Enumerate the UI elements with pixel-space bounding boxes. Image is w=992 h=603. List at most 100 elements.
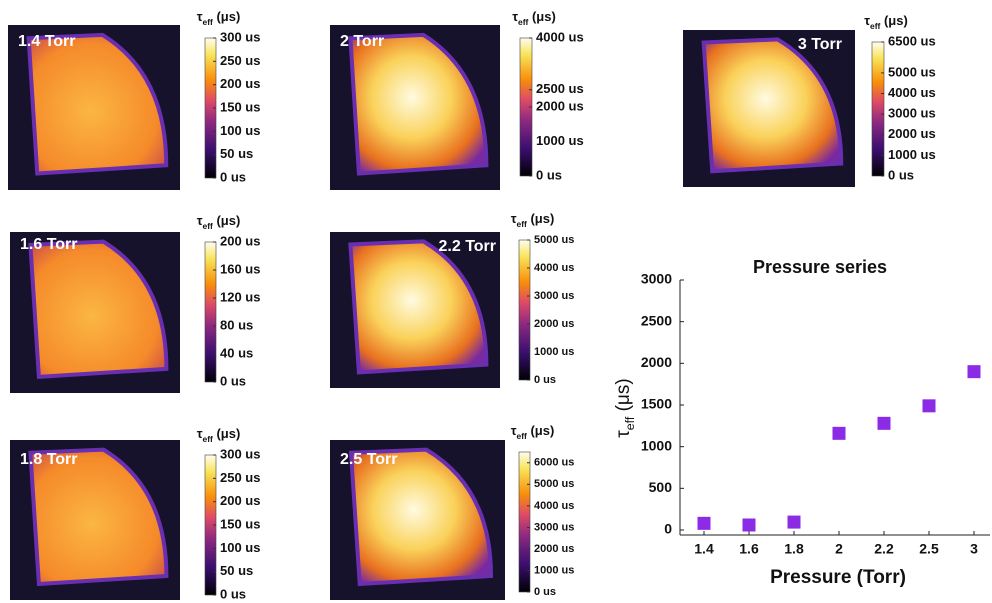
colorbar-tick-label: 150 us	[220, 516, 260, 531]
x-axis-label: Pressure (Torr)	[770, 567, 906, 588]
x-tick-label: 3	[970, 541, 978, 557]
panel-label: 1.8 Torr	[20, 451, 78, 468]
y-tick-label: 2000	[641, 354, 672, 370]
point	[832, 426, 846, 440]
symbol: τ	[511, 423, 517, 438]
colorbar-tick-label: 0 us	[888, 167, 914, 182]
colorbar-tick-label: 300 us	[220, 29, 260, 44]
colorbar-tick-label: 0 us	[534, 586, 556, 598]
colorbar-tick-label: 2000 us	[536, 98, 584, 113]
sample-image	[348, 239, 489, 375]
colorbar-tick-label: 6000 us	[534, 457, 574, 469]
sample-image	[701, 37, 844, 174]
symbol: τ	[511, 211, 517, 226]
colorbar-tick-label: 100 us	[220, 123, 260, 138]
colorbar-tick-label: 1000 us	[534, 564, 574, 576]
x-tick-label: 1.8	[784, 541, 804, 557]
colorbar-tick-label: 0 us	[220, 373, 246, 388]
subscript: eff	[870, 21, 881, 31]
tau-label: τeff (μs)	[197, 426, 241, 444]
panel-label: 2.2 Torr	[439, 238, 497, 255]
sample-image	[26, 32, 169, 176]
y-tick-label: 1000	[641, 437, 672, 453]
colorbar	[518, 239, 531, 381]
colorbar-tick-label: 2500 us	[536, 81, 584, 96]
sample-image	[348, 447, 494, 587]
colorbar-tick-label: 4000 us	[888, 85, 936, 100]
subscript: eff	[623, 416, 637, 430]
colorbar-tick-label: 200 us	[220, 233, 260, 248]
colorbar-tick-label: 3000 us	[534, 290, 574, 302]
colorbar-tick-label: 1000 us	[888, 147, 936, 162]
subscript: eff	[518, 17, 529, 27]
colorbar-tick-label: 200 us	[220, 493, 260, 508]
colorbar-tick-label: 2000 us	[888, 126, 936, 141]
colorbar-tick-label: 40 us	[220, 345, 253, 360]
symbol: τ	[613, 430, 634, 438]
colorbar-tick-label: 5000 us	[534, 234, 574, 246]
x-tick-label: 1.6	[739, 541, 759, 557]
colorbar-tick-label: 50 us	[220, 563, 253, 578]
panel-label: 3 Torr	[798, 36, 842, 53]
symbol: τ	[197, 426, 203, 441]
subscript: eff	[203, 434, 214, 444]
colorbar-tick-label: 200 us	[220, 76, 260, 91]
subscript: eff	[203, 17, 214, 27]
point	[967, 365, 981, 379]
colorbar-tick-label: 4000 us	[536, 29, 584, 44]
unit: (μs)	[530, 423, 554, 438]
colorbar-tick-label: 5000 us	[888, 64, 936, 79]
symbol: τ	[197, 213, 203, 228]
y-tick-label: 3000	[641, 271, 672, 287]
colorbar-tick-label: 120 us	[220, 289, 260, 304]
unit: (μs)	[216, 9, 240, 24]
colorbar-tick-label: 2000 us	[534, 543, 574, 555]
colorbar-tick-label: 250 us	[220, 53, 260, 68]
unit: (μs)	[530, 211, 554, 226]
tau-label: τeff (μs)	[197, 9, 241, 27]
point	[742, 518, 756, 532]
y-tick-label: 0	[664, 521, 672, 537]
symbol: τ	[864, 13, 870, 28]
panel-label: 2 Torr	[340, 33, 384, 50]
colorbar-tick-label: 1000 us	[534, 346, 574, 358]
colorbar	[204, 241, 217, 383]
unit: (μs)	[216, 213, 240, 228]
tau-label: τeff (μs)	[197, 213, 241, 231]
point	[697, 516, 711, 530]
x-tick-label: 2.2	[874, 541, 894, 557]
tau-label: τeff (μs)	[613, 378, 637, 437]
panel-label: 1.6 Torr	[20, 236, 78, 253]
unit: (μs)	[216, 426, 240, 441]
colorbar-tick-label: 250 us	[220, 470, 260, 485]
x-tick-label: 1.4	[694, 541, 714, 557]
colorbar	[518, 451, 531, 593]
y-tick-label: 1500	[641, 396, 672, 412]
colorbar	[871, 41, 885, 177]
point	[922, 399, 936, 413]
colorbar-tick-label: 4000 us	[534, 500, 574, 512]
colorbar-tick-label: 3000 us	[888, 106, 936, 121]
unit: (μs)	[884, 13, 908, 28]
chart-title: Pressure series	[753, 257, 887, 277]
sample-image	[348, 32, 489, 176]
colorbar-tick-label: 6500 us	[888, 33, 936, 48]
colorbar-tick-label: 100 us	[220, 540, 260, 555]
y-tick-label: 2500	[641, 312, 672, 328]
colorbar-tick-label: 1000 us	[536, 133, 584, 148]
colorbar-tick-label: 0 us	[220, 586, 246, 601]
colorbar-tick-label: 80 us	[220, 317, 253, 332]
symbol: τ	[512, 9, 518, 24]
colorbar-tick-label: 160 us	[220, 261, 260, 276]
sample-image	[28, 447, 169, 587]
colorbar-tick-label: 300 us	[220, 446, 260, 461]
symbol: τ	[197, 9, 203, 24]
colorbar-tick-label: 50 us	[220, 146, 253, 161]
panel-label: 1.4 Torr	[18, 33, 76, 50]
colorbar-tick-label: 3000 us	[534, 521, 574, 533]
colorbar-tick-label: 0 us	[534, 374, 556, 386]
unit: (μs)	[613, 378, 634, 411]
colorbar-tick-label: 150 us	[220, 99, 260, 114]
point	[787, 515, 801, 529]
